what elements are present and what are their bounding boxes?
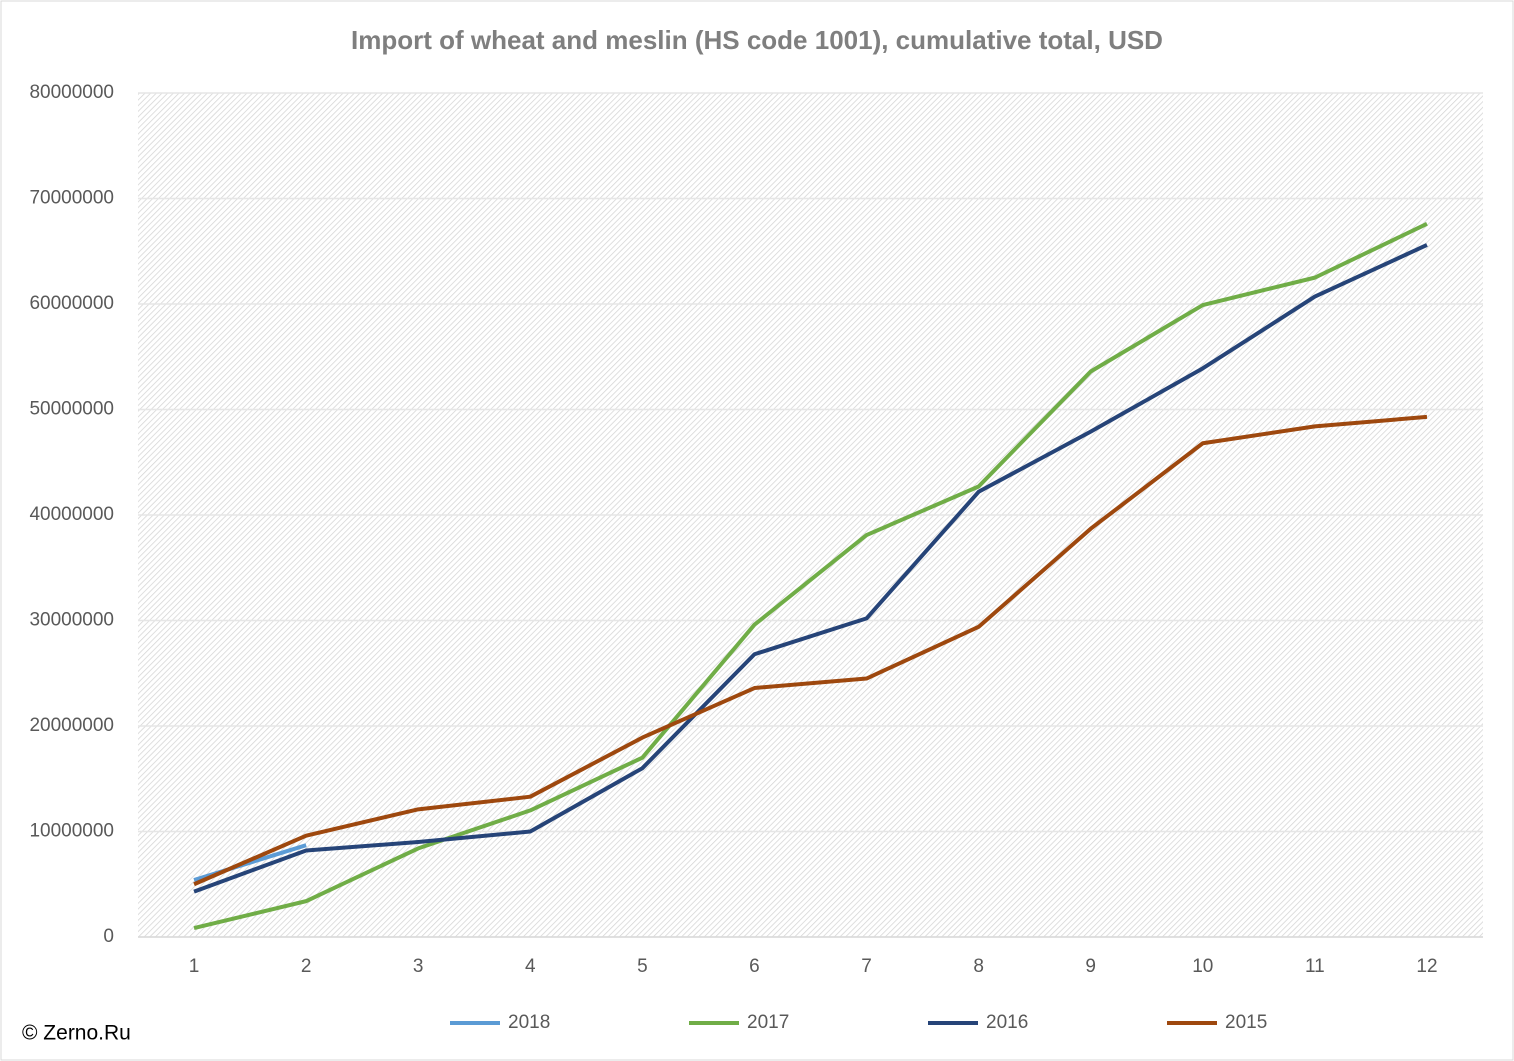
x-tick-label: 5 [637,956,648,977]
x-tick-label: 4 [525,956,536,977]
y-tick-label: 70000000 [29,188,114,209]
series-line [193,243,1428,894]
x-tick-label: 11 [1305,956,1325,977]
x-tick-label: 6 [749,956,760,977]
y-tick-label: 50000000 [29,399,114,420]
y-tick-label: 10000000 [29,821,114,842]
y-tick-label: 20000000 [29,715,114,736]
legend-label: 2015 [1225,1012,1267,1033]
chart-title: Import of wheat and meslin (HS code 1001… [351,25,1163,55]
x-tick-label: 1 [189,956,200,977]
x-tick-label: 9 [1085,956,1096,977]
series-line [193,222,1428,930]
x-tick-label: 2 [301,956,312,977]
x-tick-label: 12 [1416,956,1437,977]
x-tick-label: 10 [1192,956,1213,977]
y-tick-label: 80000000 [29,82,114,103]
y-tick-label: 60000000 [29,293,114,314]
source: © Zerno.Ru [22,1022,131,1045]
y-tick-label: 30000000 [29,610,114,631]
series-line [193,414,1428,887]
legend-label: 2016 [986,1012,1028,1033]
y-tick-label: 40000000 [29,504,114,525]
legend-label: 2017 [747,1012,789,1033]
x-tick-label: 3 [413,956,424,977]
y-tick-label: 0 [103,926,114,947]
x-tick-label: 7 [861,956,872,977]
x-tick-label: 8 [973,956,984,977]
legend-label: 2018 [508,1012,550,1033]
